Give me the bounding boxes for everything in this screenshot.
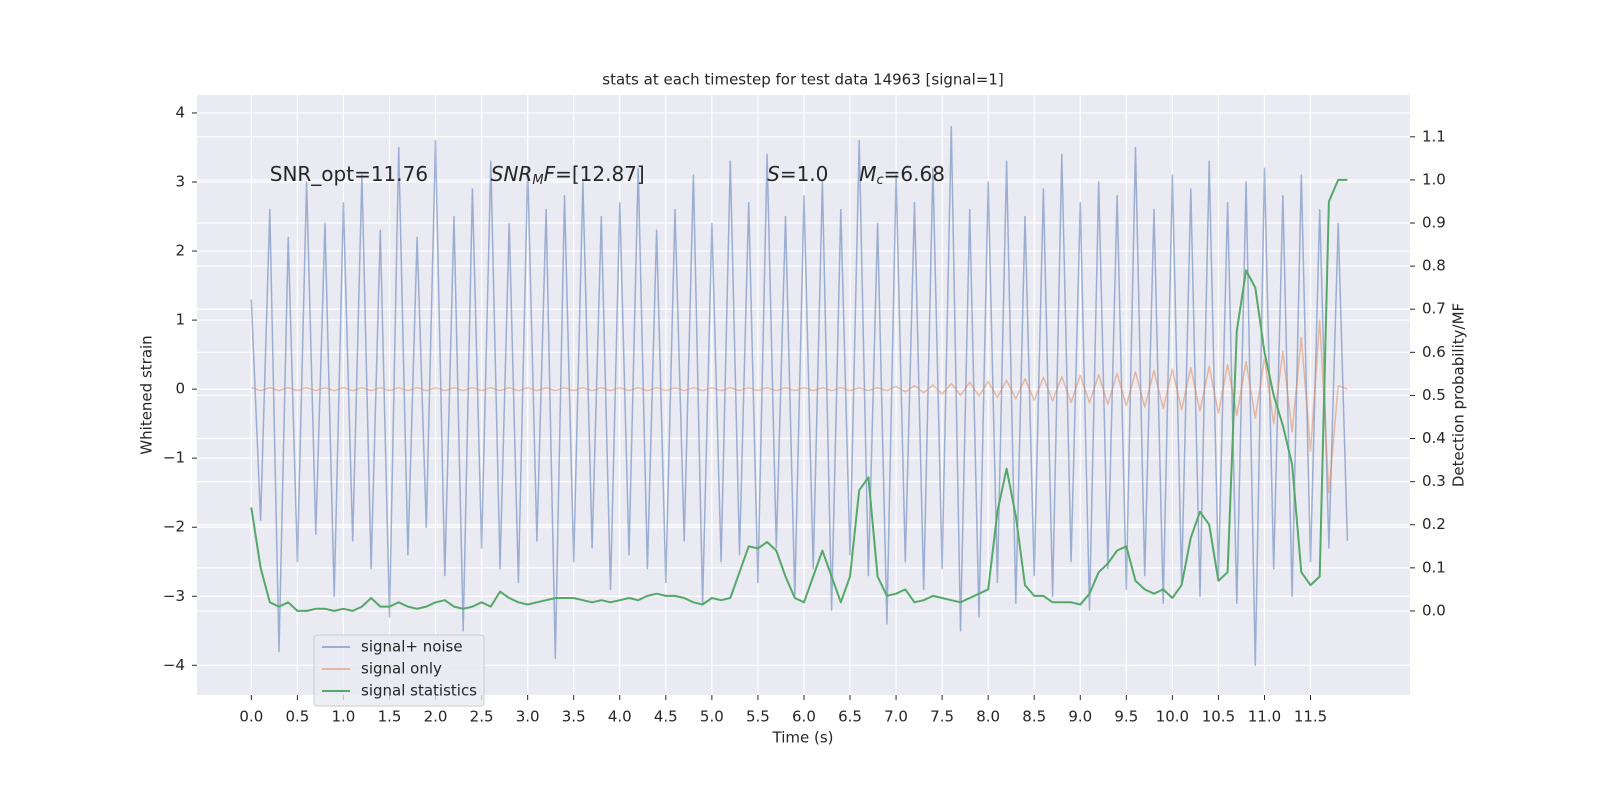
annotation-part: =6.68: [884, 162, 945, 186]
x-tick-label: 0.0: [239, 708, 263, 726]
annotation: S=1.0: [767, 162, 828, 186]
x-tick-label: 10.0: [1156, 708, 1189, 726]
y2-tick-label: 0.5: [1422, 386, 1446, 404]
series-line: [250, 178, 1348, 612]
x-tick-label: 9.0: [1068, 708, 1092, 726]
y-axis-label: Whitened strain: [138, 335, 156, 454]
x-tick-label: 6.0: [792, 708, 816, 726]
x-tick-label: 5.5: [746, 708, 770, 726]
y-tick-label: 4: [175, 103, 185, 121]
x-tick-label: 1.0: [332, 708, 356, 726]
legend-label: signal only: [361, 660, 442, 678]
x-tick-label: 9.5: [1114, 708, 1138, 726]
x-tick-label: 3.0: [516, 708, 540, 726]
chart-title: stats at each timestep for test data 149…: [602, 71, 1003, 89]
annotation-part: SNR: [491, 162, 533, 186]
y2-tick-label: 0.9: [1422, 214, 1446, 232]
y-tick-label: 1: [175, 311, 185, 329]
x-tick-label: 1.5: [378, 708, 402, 726]
x-tick-label: 0.5: [285, 708, 309, 726]
legend-label: signal+ noise: [361, 638, 463, 656]
y2-tick-label: 0.2: [1422, 515, 1446, 533]
y2-axis-label: Detection probability/MF: [1450, 303, 1468, 487]
y-tick-label: −4: [163, 656, 185, 674]
y-tick-label: 2: [175, 242, 185, 260]
x-tick-label: 6.5: [838, 708, 862, 726]
x-tick-label: 4.0: [608, 708, 632, 726]
annotation: SNRMF=[12.87]: [491, 162, 645, 188]
y-tick-label: −1: [163, 449, 185, 467]
y-tick-label: 3: [175, 172, 185, 190]
legend-box: [313, 634, 485, 707]
annotation-part: =1.0: [780, 162, 829, 186]
x-tick-label: 8.0: [976, 708, 1000, 726]
y2-tick-label: 0.1: [1422, 558, 1446, 576]
annotation-part: S: [767, 162, 780, 186]
x-tick-label: 11.0: [1248, 708, 1281, 726]
x-tick-label: 7.5: [930, 708, 954, 726]
x-tick-label: 11.5: [1294, 708, 1327, 726]
y-tick-label: −3: [163, 587, 185, 605]
y2-tick-label: 0.0: [1422, 601, 1446, 619]
y2-tick-label: 0.6: [1422, 343, 1446, 361]
y2-tick-label: 0.8: [1422, 257, 1446, 275]
legend-label: signal statistics: [361, 682, 477, 700]
y-tick-label: 0: [175, 380, 185, 398]
x-tick-label: 8.5: [1022, 708, 1046, 726]
x-tick-label: 3.5: [562, 708, 586, 726]
annotation-part: M: [859, 162, 876, 186]
x-tick-label: 7.0: [884, 708, 908, 726]
y2-tick-label: 1.0: [1422, 170, 1446, 188]
y-tick-label: −2: [163, 518, 185, 536]
annotation: SNR_opt=11.76: [270, 162, 428, 186]
x-axis-label: Time (s): [772, 729, 834, 747]
x-tick-label: 4.5: [654, 708, 678, 726]
x-tick-label: 5.0: [700, 708, 724, 726]
annotation: Mc=6.68: [859, 162, 945, 188]
annotation-part: F: [544, 162, 556, 186]
series-line: [251, 319, 1348, 494]
annotation-part: c: [876, 173, 883, 188]
series-line: [250, 126, 1349, 667]
x-tick-label: 2.0: [424, 708, 448, 726]
x-tick-label: 2.5: [470, 708, 494, 726]
y2-tick-label: 0.4: [1422, 429, 1446, 447]
y2-tick-label: 1.1: [1422, 127, 1446, 145]
x-tick-label: 10.5: [1202, 708, 1235, 726]
annotation-part: =[12.87]: [555, 162, 645, 186]
annotation-part: SNR_opt=11.76: [270, 162, 428, 186]
y2-tick-label: 0.7: [1422, 300, 1446, 318]
y2-tick-label: 0.3: [1422, 472, 1446, 490]
annotation-part: M: [532, 173, 543, 188]
